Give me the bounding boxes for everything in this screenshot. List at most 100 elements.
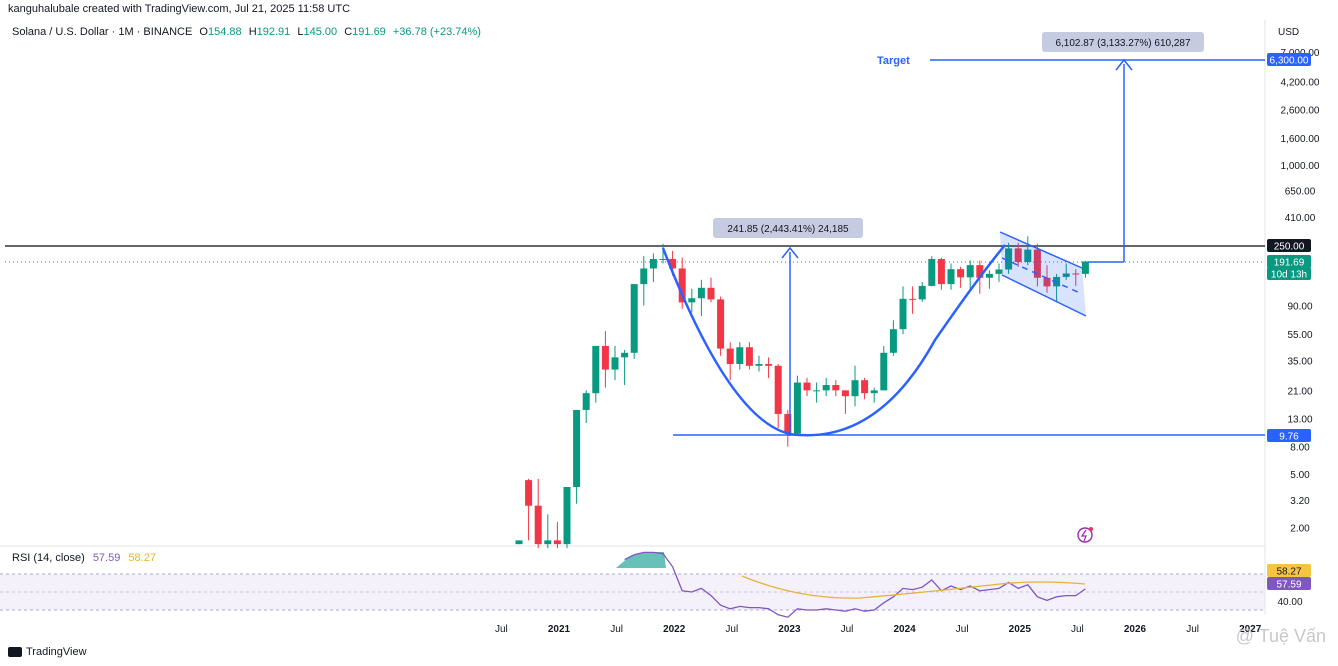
cup-curve[interactable] — [661, 244, 1006, 437]
candle-2021-03[interactable] — [582, 390, 590, 423]
candle-body — [813, 390, 821, 392]
candle-2023-09[interactable] — [870, 387, 878, 403]
time-tick: 2025 — [1009, 624, 1032, 635]
candle-2024-04[interactable] — [937, 257, 945, 290]
candle-2022-09[interactable] — [755, 355, 763, 372]
candle-2024-12[interactable] — [1014, 242, 1022, 267]
tradingview-logo-text: TradingView — [26, 646, 87, 658]
candle-2020-10[interactable] — [534, 478, 542, 549]
candle-2025-01[interactable] — [1024, 236, 1032, 266]
candle-body — [534, 505, 542, 545]
candle-2021-02[interactable] — [573, 409, 581, 504]
candle-2025-04[interactable] — [1053, 273, 1061, 303]
candle-body — [582, 393, 590, 410]
candle-2022-07[interactable] — [736, 342, 744, 370]
candle-2021-05[interactable] — [601, 331, 609, 388]
rsi-ma-line — [741, 575, 1086, 599]
candle-2025-06[interactable] — [1072, 269, 1080, 286]
candle-2022-05[interactable] — [717, 296, 725, 356]
rsi-overbought-fill — [616, 552, 666, 568]
candle-2023-01[interactable] — [793, 375, 801, 435]
candle-body — [544, 540, 552, 545]
candle-2023-05[interactable] — [832, 380, 840, 397]
rsi-axis-label: 57.59 — [1267, 577, 1311, 591]
tradingview-logo[interactable]: TradingView — [8, 646, 87, 658]
candle-body — [563, 486, 571, 545]
replay-icon[interactable] — [1077, 527, 1093, 543]
price-tick: 1,600.00 — [1281, 134, 1320, 145]
candle-2022-08[interactable] — [745, 342, 753, 370]
currency-label[interactable]: USD — [1278, 27, 1300, 38]
price-tick: 4,200.00 — [1281, 78, 1320, 89]
candle-2024-03[interactable] — [928, 256, 936, 287]
time-tick: Jul — [610, 624, 623, 635]
candle-2022-11[interactable] — [774, 364, 782, 429]
candle-2021-01[interactable] — [563, 486, 571, 549]
candle-2023-06[interactable] — [841, 390, 849, 414]
candle-2025-02[interactable] — [1033, 243, 1041, 287]
axis-label-countdown: 10d 13h — [1267, 267, 1311, 281]
candle-2025-07[interactable] — [1081, 261, 1089, 278]
candle-body — [861, 380, 869, 394]
candle-2024-01[interactable] — [909, 286, 917, 314]
axis-label-support: 9.76 — [1267, 429, 1311, 443]
candle-body — [1062, 273, 1070, 277]
candle-2024-06[interactable] — [957, 266, 965, 288]
candle-2023-08[interactable] — [861, 377, 869, 400]
candle-2022-03[interactable] — [697, 279, 705, 317]
candle-2025-05[interactable] — [1062, 263, 1070, 280]
candle-2021-09[interactable] — [640, 256, 648, 306]
open-value: 154.88 — [207, 26, 242, 38]
candle-2021-04[interactable] — [592, 345, 600, 403]
price-tick: 55.00 — [1287, 330, 1312, 341]
rsi-line — [624, 551, 1086, 618]
time-tick: 2024 — [893, 624, 916, 635]
candle-body — [669, 259, 677, 269]
candle-2022-12[interactable] — [784, 409, 792, 447]
candle-body — [803, 382, 811, 391]
candle-2024-11[interactable] — [1005, 242, 1013, 274]
candle-2024-09[interactable] — [985, 270, 993, 289]
candle-2020-08[interactable] — [515, 540, 523, 545]
price-tick: 2,600.00 — [1281, 106, 1320, 117]
candle-2022-02[interactable] — [688, 288, 696, 313]
candle-2021-06[interactable] — [611, 345, 619, 381]
candle-2024-02[interactable] — [918, 281, 926, 302]
candle-2021-11[interactable] — [659, 243, 667, 264]
candle-2023-10[interactable] — [880, 345, 888, 391]
bull-flag-channel[interactable] — [1000, 232, 1086, 316]
candle-2023-07[interactable] — [851, 365, 859, 407]
candle-2020-09[interactable] — [525, 478, 533, 541]
candle-body — [909, 298, 917, 300]
candle-2024-07[interactable] — [966, 260, 974, 289]
candle-2023-04[interactable] — [822, 377, 830, 397]
candle-2023-11[interactable] — [889, 320, 897, 356]
flag-lower-line[interactable] — [1001, 274, 1087, 317]
symbol-name[interactable]: Solana / U.S. Dollar · 1M · BINANCE — [12, 26, 193, 38]
candle-2021-10[interactable] — [649, 253, 657, 282]
rsi-value: 57.59 — [92, 552, 121, 564]
candle-2023-03[interactable] — [813, 382, 821, 403]
candle-2020-12[interactable] — [553, 521, 561, 549]
candle-2020-11[interactable] — [544, 514, 552, 549]
candle-2023-12[interactable] — [899, 286, 907, 335]
flag-upper-line[interactable] — [999, 231, 1083, 269]
candle-2021-08[interactable] — [630, 284, 638, 359]
rsi-label[interactable]: RSI (14, close) — [12, 552, 85, 564]
candle-2023-02[interactable] — [803, 377, 811, 397]
time-tick: Jul — [1186, 624, 1199, 635]
candle-2022-01[interactable] — [678, 257, 686, 309]
candle-2022-06[interactable] — [726, 342, 734, 381]
candle-body — [621, 352, 629, 358]
rsi-axis-label: 58.27 — [1267, 564, 1311, 578]
candle-2021-07[interactable] — [621, 349, 629, 386]
candle-2024-05[interactable] — [947, 263, 955, 290]
candle-body — [573, 409, 581, 487]
candle-2024-10[interactable] — [995, 263, 1003, 282]
candle-body — [736, 347, 744, 365]
high-value: 192.91 — [256, 26, 291, 38]
candle-2022-10[interactable] — [765, 357, 773, 378]
candle-2022-04[interactable] — [707, 277, 715, 303]
candle-body — [1005, 248, 1013, 270]
